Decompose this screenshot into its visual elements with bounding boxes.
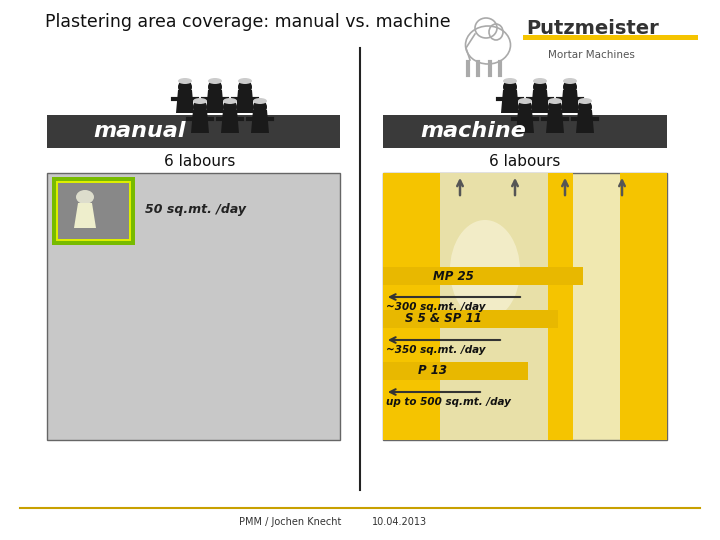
Circle shape (178, 80, 192, 94)
Circle shape (503, 80, 517, 94)
Text: MP 25: MP 25 (433, 269, 473, 282)
Text: Putzmeister: Putzmeister (526, 18, 659, 37)
Polygon shape (501, 90, 519, 113)
Polygon shape (206, 90, 224, 113)
Ellipse shape (548, 98, 562, 104)
Text: Mortar Machines: Mortar Machines (548, 50, 635, 60)
Ellipse shape (533, 78, 547, 84)
Bar (523, 35, 698, 40)
Polygon shape (251, 110, 269, 133)
Bar (58, 183, 129, 239)
Circle shape (563, 80, 577, 94)
Circle shape (238, 80, 252, 94)
Ellipse shape (450, 220, 520, 320)
Bar (383, 362, 528, 380)
Ellipse shape (238, 78, 252, 84)
Text: PMM / Jochen Knecht: PMM / Jochen Knecht (239, 517, 341, 527)
Text: 6 labours: 6 labours (490, 154, 561, 170)
Circle shape (533, 80, 547, 94)
Ellipse shape (578, 98, 592, 104)
Bar (383, 173, 440, 440)
Polygon shape (236, 90, 254, 113)
Circle shape (253, 100, 267, 114)
Text: machine: machine (420, 121, 526, 141)
Text: S 5 & SP 11: S 5 & SP 11 (405, 313, 482, 326)
Ellipse shape (563, 78, 577, 84)
Circle shape (208, 80, 222, 94)
Ellipse shape (193, 98, 207, 104)
Circle shape (518, 100, 532, 114)
Bar (383, 173, 667, 440)
Polygon shape (221, 110, 239, 133)
Text: 10.04.2013: 10.04.2013 (372, 517, 428, 527)
Bar (620, 173, 667, 440)
Polygon shape (561, 90, 579, 113)
Text: manual: manual (94, 121, 186, 141)
Bar (56, 181, 131, 241)
Ellipse shape (518, 98, 532, 104)
Text: up to 500 sq.mt. /day: up to 500 sq.mt. /day (386, 397, 511, 407)
Polygon shape (531, 90, 549, 113)
Bar (383, 115, 667, 148)
Bar (440, 173, 548, 440)
Polygon shape (576, 110, 594, 133)
Ellipse shape (76, 190, 94, 204)
Text: 50 sq.mt. /day: 50 sq.mt. /day (145, 204, 246, 217)
Text: P 13: P 13 (418, 364, 448, 377)
Polygon shape (516, 110, 534, 133)
Polygon shape (176, 90, 194, 113)
Bar (52, 177, 135, 245)
Bar (47, 115, 340, 148)
Bar (383, 267, 583, 285)
Ellipse shape (503, 78, 517, 84)
Bar (383, 310, 558, 328)
Ellipse shape (208, 78, 222, 84)
Polygon shape (191, 110, 209, 133)
Bar (548, 173, 573, 440)
Text: ~300 sq.mt. /day: ~300 sq.mt. /day (386, 302, 485, 312)
Bar (47, 173, 340, 440)
Circle shape (193, 100, 207, 114)
Ellipse shape (253, 98, 267, 104)
Text: 6 labours: 6 labours (164, 154, 235, 170)
Ellipse shape (223, 98, 237, 104)
Text: ~350 sq.mt. /day: ~350 sq.mt. /day (386, 345, 485, 355)
Ellipse shape (178, 78, 192, 84)
Text: Plastering area coverage: manual vs. machine: Plastering area coverage: manual vs. mac… (45, 13, 451, 31)
Polygon shape (546, 110, 564, 133)
Circle shape (548, 100, 562, 114)
Polygon shape (74, 203, 96, 228)
Circle shape (578, 100, 592, 114)
Circle shape (223, 100, 237, 114)
